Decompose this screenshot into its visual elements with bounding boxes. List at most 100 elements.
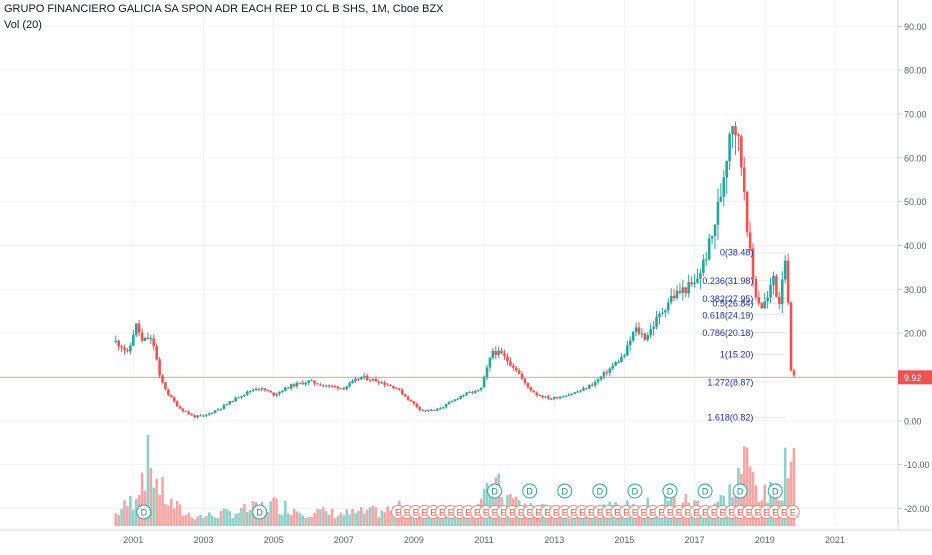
volume-bar bbox=[231, 518, 234, 526]
volume-bar bbox=[570, 517, 574, 526]
dividend-marker[interactable]: D bbox=[732, 483, 748, 499]
dividend-marker[interactable]: D bbox=[627, 483, 643, 499]
dividend-marker[interactable]: D bbox=[136, 504, 152, 520]
volume-bar bbox=[351, 508, 354, 526]
candle-body bbox=[552, 397, 556, 400]
candle-body bbox=[281, 391, 284, 393]
candle-body bbox=[611, 365, 614, 369]
y-tick-label: 30.00 bbox=[904, 285, 927, 295]
candle-body bbox=[131, 335, 135, 346]
candle-body bbox=[757, 297, 761, 304]
volume-bar bbox=[134, 498, 138, 526]
x-tick-label: 2003 bbox=[193, 535, 213, 545]
volume-bar bbox=[386, 506, 389, 526]
volume-bar bbox=[140, 472, 144, 526]
dividend-marker[interactable]: D bbox=[487, 483, 503, 499]
dividend-marker-label: D bbox=[256, 508, 263, 518]
candle-body bbox=[257, 388, 261, 390]
dividend-marker[interactable]: D bbox=[697, 483, 713, 499]
candle-body bbox=[327, 385, 331, 387]
candle-body bbox=[319, 384, 322, 386]
dividend-marker-label: D bbox=[491, 487, 498, 497]
earnings-marker[interactable]: E bbox=[785, 505, 800, 519]
candle-body bbox=[792, 370, 796, 376]
candle-body bbox=[541, 395, 544, 398]
candle-body bbox=[237, 397, 240, 399]
candle-body bbox=[640, 333, 644, 335]
candle-body bbox=[476, 389, 480, 391]
volume-bar bbox=[281, 514, 284, 526]
y-tick-label: 70.00 bbox=[904, 109, 927, 119]
volume-bar bbox=[187, 512, 191, 526]
candle-body bbox=[769, 284, 772, 298]
earnings-marker-label: E bbox=[763, 508, 769, 518]
earnings-marker-label: E bbox=[562, 508, 568, 518]
volume-bar bbox=[751, 472, 755, 526]
candle-body bbox=[526, 382, 530, 388]
dividend-marker[interactable]: D bbox=[252, 504, 268, 520]
candle-body bbox=[745, 191, 749, 233]
candle-body bbox=[222, 404, 226, 409]
volume-bar bbox=[400, 513, 404, 526]
volume-bar bbox=[409, 515, 413, 526]
volume-indicator-label[interactable]: Vol (20) bbox=[4, 19, 42, 31]
volume-bar bbox=[374, 507, 378, 526]
volume-bar bbox=[383, 512, 386, 526]
candle-body bbox=[713, 224, 717, 237]
candle-body bbox=[348, 382, 351, 387]
candle-body bbox=[763, 301, 767, 309]
dividend-marker-label: D bbox=[632, 487, 639, 497]
volume-bar bbox=[196, 516, 199, 526]
volume-bar bbox=[278, 514, 281, 526]
candle-body bbox=[149, 338, 153, 340]
candle-body bbox=[772, 276, 775, 285]
candle-body bbox=[295, 382, 299, 387]
candle-body bbox=[789, 302, 793, 371]
dividend-marker-circle bbox=[487, 483, 503, 499]
candle-body bbox=[205, 414, 208, 416]
candle-body bbox=[722, 177, 726, 197]
candle-body bbox=[748, 232, 752, 249]
candle-body bbox=[751, 248, 755, 279]
volume-bar bbox=[210, 515, 214, 526]
dividend-marker[interactable]: D bbox=[592, 483, 608, 499]
earnings-marker-label: E bbox=[737, 508, 743, 518]
volume-bar bbox=[728, 484, 731, 526]
volume-bar bbox=[468, 516, 471, 526]
volume-bar bbox=[146, 434, 150, 526]
volume-bar bbox=[284, 501, 287, 526]
dividend-marker[interactable]: D bbox=[767, 483, 783, 499]
candle-body bbox=[278, 391, 281, 394]
volume-bar bbox=[555, 515, 559, 526]
candle-body bbox=[585, 388, 588, 390]
volume-bar bbox=[485, 482, 489, 526]
volume-bar bbox=[129, 495, 132, 526]
candle-body bbox=[415, 403, 419, 407]
candle-body bbox=[544, 396, 547, 398]
fib-level-label: 0.786(20.18) bbox=[702, 328, 753, 338]
fibonacci-retracement[interactable]: 0(38.48) 0.236(31.98) 0.382(27.95)0.5(26.8… bbox=[702, 248, 786, 423]
candle-body bbox=[459, 395, 462, 399]
candle-body bbox=[240, 396, 243, 398]
volume-bar bbox=[167, 505, 170, 526]
candle-body bbox=[333, 386, 337, 388]
candle-body bbox=[780, 279, 784, 305]
candle-body bbox=[514, 367, 518, 371]
volume-bar bbox=[573, 515, 576, 526]
candle-body bbox=[523, 378, 527, 383]
candle-body bbox=[547, 396, 550, 399]
candle-body bbox=[579, 390, 582, 392]
earnings-marker-label: E bbox=[527, 508, 533, 518]
dividend-marker[interactable]: D bbox=[557, 483, 573, 499]
volume-bar bbox=[152, 487, 156, 526]
candle-body bbox=[497, 350, 500, 356]
volume-bar bbox=[365, 509, 369, 526]
dividend-marker[interactable]: D bbox=[522, 483, 538, 499]
earnings-marker-label: E bbox=[606, 508, 612, 518]
dividend-marker[interactable]: D bbox=[662, 483, 678, 499]
dividend-marker-circle bbox=[252, 504, 268, 520]
